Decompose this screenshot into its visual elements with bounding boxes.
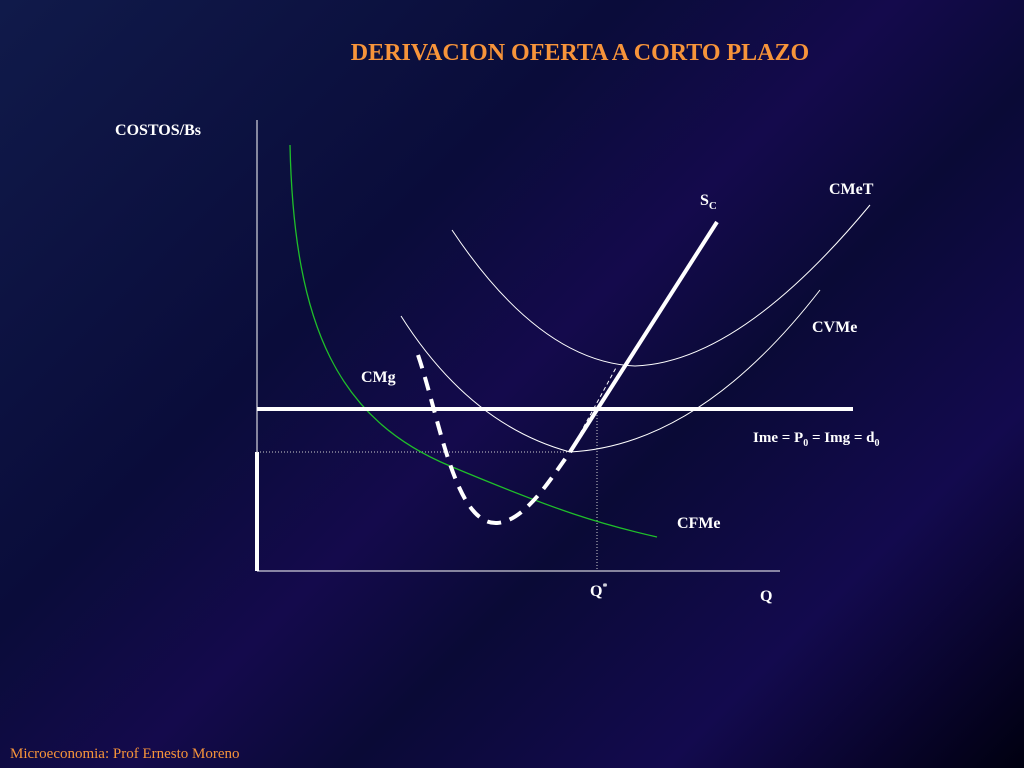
cmg-label: CMg <box>361 369 396 386</box>
cfme-label: CFMe <box>677 515 721 532</box>
label-part: Ime = P <box>753 430 803 446</box>
label-part: S <box>700 192 709 209</box>
label-sup: * <box>602 582 607 593</box>
label-sub: 0 <box>874 438 879 449</box>
cfme-curve <box>289 144 658 538</box>
x-axis-label: Q <box>760 588 772 605</box>
label-part: = Img = d <box>808 430 875 446</box>
q-star-label: Q* <box>590 582 607 600</box>
label-sub: 0 <box>803 438 808 449</box>
cvme-label: CVMe <box>812 319 857 336</box>
supply-curve <box>568 220 719 454</box>
y-axis-label: COSTOS/Bs <box>115 122 201 139</box>
label-sub: C <box>709 200 717 212</box>
cvme-curve <box>400 289 821 453</box>
price-label: Ime = P0 = Img = d0 <box>753 430 879 449</box>
cmg-curve <box>416 354 572 526</box>
cmet-curve <box>451 204 871 367</box>
cmet-label: CMeT <box>829 181 874 198</box>
footer: Microeconomia: Prof Ernesto Moreno <box>10 746 240 762</box>
label-part: Q <box>590 583 602 600</box>
title: DERIVACION OFERTA A CORTO PLAZO <box>351 40 809 66</box>
supply-label: SC <box>700 192 717 212</box>
